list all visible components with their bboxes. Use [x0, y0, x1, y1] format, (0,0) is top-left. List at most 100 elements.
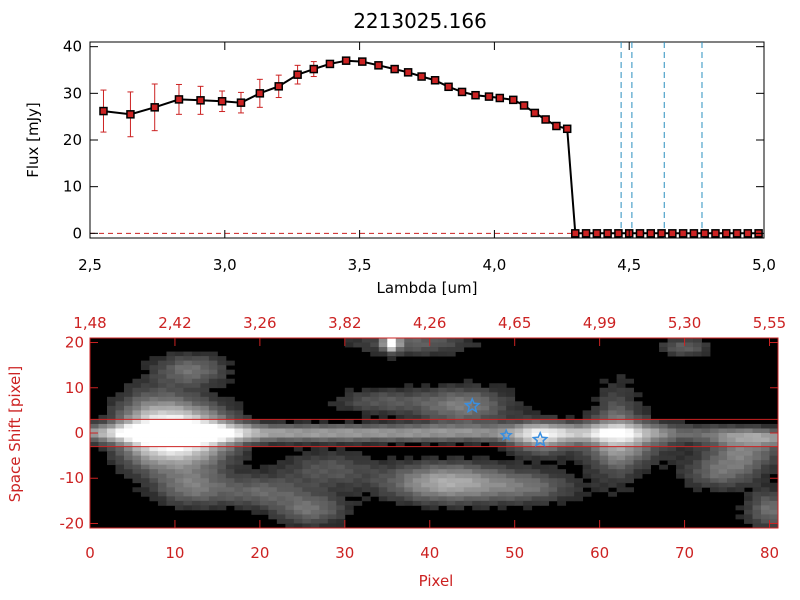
image-pixel-150 — [149, 487, 159, 493]
image-pixel-1079 — [455, 347, 465, 352]
image-pixel-786 — [361, 405, 371, 411]
image-pixel-1233 — [506, 387, 516, 393]
image-pixel-402 — [217, 401, 227, 407]
image-pixel-1198 — [489, 464, 499, 470]
image-pixel-341 — [200, 423, 210, 429]
image-pixel-72 — [132, 396, 142, 402]
image-pixel-1707 — [718, 460, 728, 466]
image-pixel-157 — [157, 374, 167, 380]
image-pixel-1418 — [582, 446, 592, 452]
image-x-tick-label-8: 80 — [760, 544, 779, 562]
image-pixel-1533 — [625, 437, 634, 443]
image-pixel-1588 — [659, 347, 668, 352]
image-pixel-396 — [217, 365, 227, 371]
image-pixel-1775 — [752, 460, 762, 466]
image-pixel-221 — [174, 356, 184, 362]
image-pixel-1135 — [472, 392, 482, 398]
image-pixel-1092 — [455, 437, 465, 443]
image-pixel-507 — [251, 487, 261, 493]
image-pixel-874 — [387, 473, 397, 479]
image-pixel-822 — [370, 469, 380, 475]
image-stars — [463, 396, 549, 447]
image-pixel-1683 — [701, 482, 711, 488]
image-pixel-101 — [140, 405, 150, 411]
image-pixel-110 — [140, 446, 150, 452]
image-pixel-77 — [132, 419, 142, 425]
image-pixel-628 — [302, 496, 312, 502]
image-pixel-777 — [353, 491, 363, 497]
image-pixel-1062 — [446, 433, 456, 438]
image-pixel-1175 — [480, 473, 490, 479]
image-pixel-838 — [378, 414, 388, 420]
image-pixel-994 — [429, 351, 439, 357]
image-pixel-1830 — [769, 509, 779, 515]
image-pixel-178 — [157, 469, 167, 475]
image-pixel-154 — [157, 360, 167, 366]
image-pixel-499 — [251, 428, 261, 434]
image-pixel-969 — [421, 401, 431, 407]
image-pixel-228 — [174, 387, 184, 393]
image-pixel-1646 — [684, 478, 694, 484]
image-pixel-1584 — [650, 451, 660, 457]
image-pixel-1458 — [599, 433, 609, 438]
image-pixel-963 — [421, 347, 431, 352]
spectrum-point-44 — [722, 229, 731, 238]
image-pixel-597 — [293, 460, 303, 466]
image-pixel-1148 — [472, 460, 482, 466]
image-pixel-1449 — [599, 392, 609, 398]
image-pixel-1474 — [608, 396, 618, 402]
image-pixel-1729 — [735, 423, 745, 429]
image-pixel-1495 — [616, 374, 626, 380]
image-pixel-1317 — [531, 473, 541, 479]
image-pixel-735 — [344, 396, 354, 402]
image-pixel-1162 — [480, 401, 490, 407]
image-pixel-340 — [200, 419, 210, 425]
image-pixel-1337 — [540, 478, 550, 484]
image-pixel-1726 — [727, 478, 736, 484]
image-pixel-1427 — [591, 396, 601, 402]
image-pixel-1742 — [735, 482, 745, 488]
image-pixel-862 — [387, 401, 397, 407]
image-pixel-229 — [174, 392, 184, 398]
image-pixel-354 — [200, 482, 210, 488]
image-pixel-704 — [327, 523, 337, 529]
image-pixel-1724 — [727, 469, 736, 475]
image-pixel-1033 — [438, 428, 448, 434]
image-pixel-1087 — [455, 414, 465, 420]
image-pixel-394 — [217, 356, 227, 362]
image-pixel-424 — [217, 500, 227, 506]
image-pixel-917 — [404, 410, 414, 416]
image-pixel-1293 — [523, 464, 533, 470]
image-pixel-532 — [268, 428, 278, 434]
image-pixel-1592 — [659, 433, 668, 438]
image-pixel-500 — [251, 433, 261, 438]
image-pixel-956 — [412, 482, 422, 488]
image-pixel-1421 — [582, 460, 592, 466]
image-pixel-1009 — [429, 464, 439, 470]
image-pixel-330 — [200, 374, 210, 380]
image-pixel-1324 — [540, 414, 550, 420]
image-pixel-1243 — [506, 433, 516, 438]
image-pixel-1748 — [744, 433, 753, 438]
image-pixel-609 — [293, 514, 303, 520]
image-pixel-1807 — [761, 500, 770, 506]
spectrum-plot-frame — [89, 41, 765, 239]
image-pixel-85 — [132, 455, 142, 461]
image-pixel-1660 — [693, 460, 702, 466]
image-pixel-136 — [149, 423, 159, 429]
image-pixel-126 — [149, 378, 159, 384]
image-pixel-1174 — [480, 469, 490, 475]
image-pixel-785 — [361, 401, 371, 407]
image-pixel-1266 — [514, 437, 524, 443]
image-pixel-1205 — [489, 496, 499, 502]
image-pixel-513 — [259, 419, 269, 425]
image-pixel-1390 — [565, 478, 575, 484]
image-pixel-1782 — [752, 491, 762, 497]
image-pixel-1432 — [591, 423, 601, 429]
image-pixel-661 — [319, 433, 329, 438]
image-pixel-702 — [327, 514, 337, 520]
image-pixel-1690 — [710, 451, 719, 457]
image-pixel-1733 — [735, 442, 745, 447]
image-pixel-1103 — [455, 500, 465, 506]
image-pixel-10 — [98, 433, 108, 438]
